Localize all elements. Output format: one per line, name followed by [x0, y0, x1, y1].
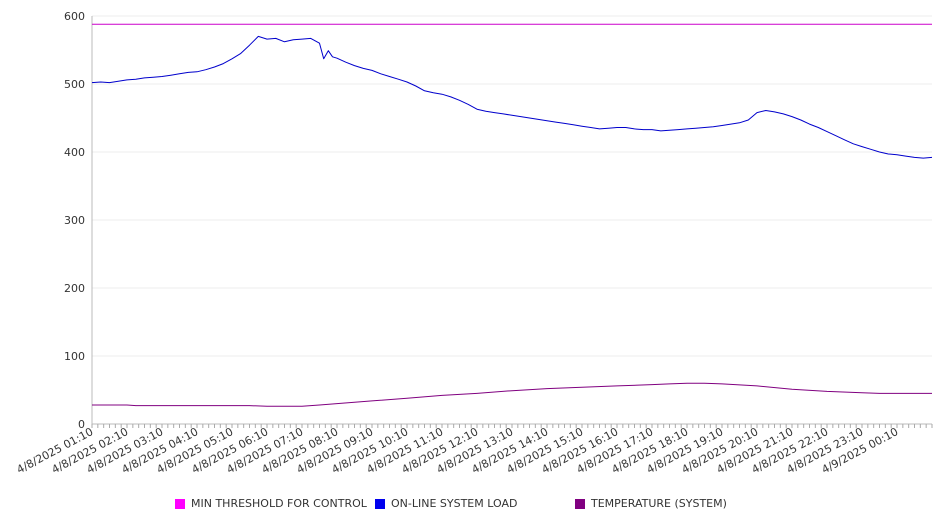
- legend-item-system-load[interactable]: ON-LINE SYSTEM LOAD: [375, 497, 517, 510]
- legend-swatch-min-threshold: [175, 498, 185, 509]
- x-tick-labels: 4/8/2025 01:104/8/2025 02:104/8/2025 03:…: [15, 424, 933, 476]
- gridlines: [92, 15, 932, 357]
- y-tick-label: 0: [78, 418, 85, 431]
- y-tick-labels: 0 100 200 300 400 500 600: [64, 10, 85, 431]
- y-tick-label: 600: [64, 10, 85, 23]
- series-line-system-load: [91, 35, 933, 159]
- y-tick-label: 500: [64, 78, 85, 91]
- legend-item-temperature[interactable]: TEMPERATURE (SYSTEM): [575, 497, 727, 510]
- y-tick-label: 200: [64, 282, 85, 295]
- y-tick-label: 300: [64, 214, 85, 227]
- legend-label-min-threshold: MIN THRESHOLD FOR CONTROL: [191, 497, 367, 510]
- legend-item-min-threshold[interactable]: MIN THRESHOLD FOR CONTROL: [175, 497, 367, 510]
- y-tick-label: 100: [64, 350, 85, 363]
- legend-swatch-system-load: [375, 498, 385, 509]
- legend-label-system-load: ON-LINE SYSTEM LOAD: [391, 497, 518, 510]
- legend: MIN THRESHOLD FOR CONTROL ON-LINE SYSTEM…: [0, 497, 946, 515]
- legend-swatch-temperature: [575, 498, 585, 509]
- series-line-temperature: [92, 382, 932, 407]
- series: [91, 23, 933, 407]
- y-tick-label: 400: [64, 146, 85, 159]
- legend-label-temperature: TEMPERATURE (SYSTEM): [591, 497, 727, 510]
